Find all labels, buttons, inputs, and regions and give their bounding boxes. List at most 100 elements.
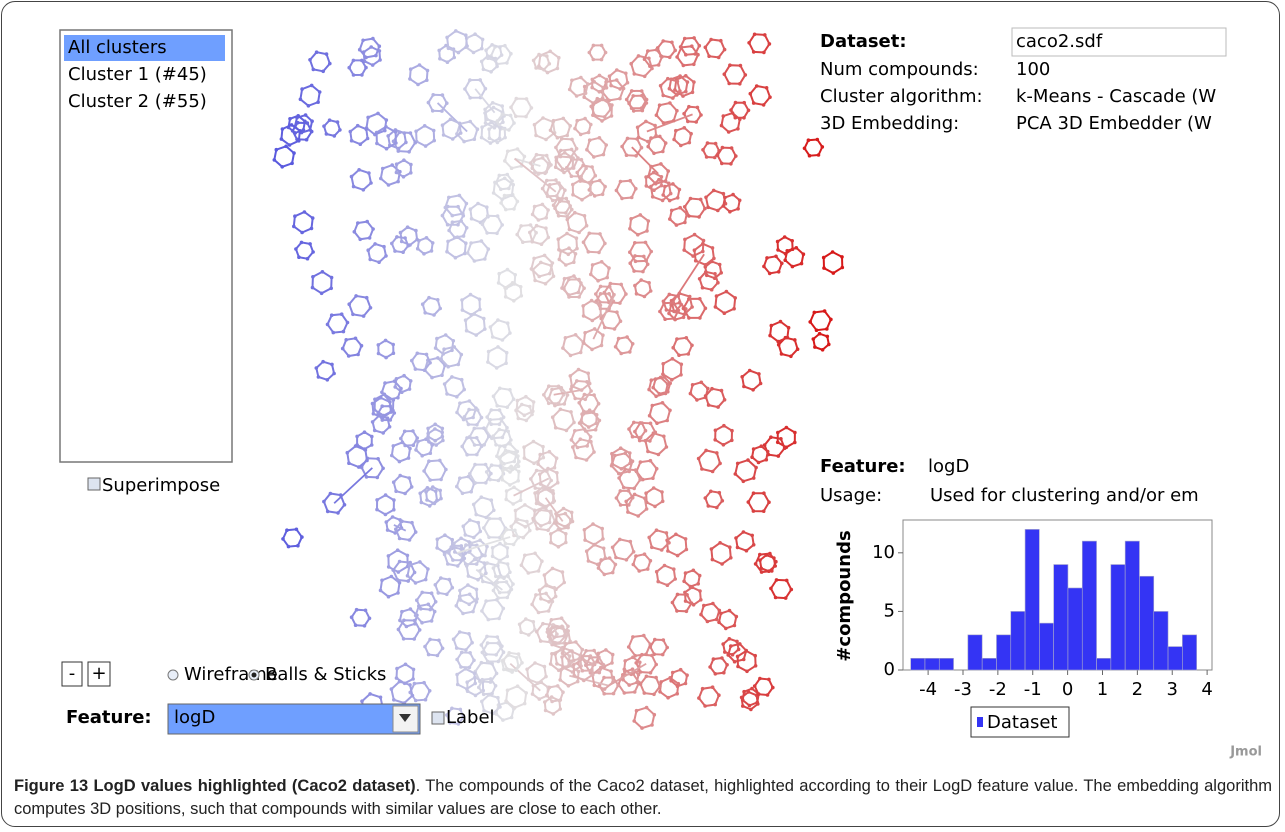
atom	[391, 342, 396, 347]
atom	[635, 125, 640, 130]
atom	[416, 82, 420, 87]
atom	[420, 590, 425, 595]
atom	[742, 384, 746, 389]
atom	[802, 146, 807, 151]
cluster-item[interactable]: Cluster 2 (#55)	[68, 91, 207, 112]
atom	[722, 311, 727, 316]
cluster-item[interactable]: Cluster 1 (#45)	[68, 64, 207, 85]
atom	[375, 498, 379, 502]
atom	[618, 319, 623, 324]
atom	[434, 443, 439, 447]
zoom-out-button[interactable]	[61, 661, 83, 687]
atom	[567, 659, 571, 663]
atom	[624, 499, 628, 504]
atom	[701, 148, 705, 152]
atom	[565, 231, 569, 236]
atom	[723, 650, 727, 654]
atom	[587, 50, 592, 55]
atom	[520, 661, 524, 665]
info-key: Dataset:	[820, 31, 907, 52]
atom	[652, 151, 656, 156]
atom	[530, 239, 535, 244]
atom	[634, 186, 638, 191]
atom	[708, 665, 712, 669]
atom	[435, 298, 440, 302]
feature-select[interactable]	[167, 703, 421, 735]
atom	[629, 106, 634, 110]
atom	[664, 308, 669, 312]
atom	[480, 125, 484, 129]
cluster-item[interactable]: All clusters	[68, 37, 167, 58]
checkbox[interactable]	[431, 711, 445, 725]
atom	[536, 500, 540, 504]
radio[interactable]	[167, 669, 179, 681]
atom	[575, 118, 579, 123]
atom	[767, 569, 771, 573]
atom	[713, 438, 717, 442]
atom	[446, 239, 450, 244]
atom	[469, 489, 474, 494]
atom	[683, 599, 688, 603]
atom	[644, 491, 648, 496]
atom	[459, 665, 463, 669]
atom	[620, 144, 624, 149]
atom	[514, 408, 519, 412]
atom	[649, 249, 653, 254]
ring	[463, 78, 487, 99]
atom	[505, 61, 509, 65]
atom	[514, 96, 519, 101]
info-value: PCA 3D Embedder (W	[1016, 113, 1212, 134]
atom	[375, 507, 379, 512]
atom	[713, 305, 718, 309]
atom	[659, 680, 663, 684]
atom	[542, 67, 546, 72]
cluster-list[interactable]	[59, 29, 233, 463]
atom	[628, 250, 632, 254]
atom	[549, 511, 553, 515]
atom	[487, 535, 491, 540]
atom	[647, 281, 651, 285]
atom	[398, 230, 403, 235]
atom	[592, 450, 596, 454]
atom	[440, 373, 444, 378]
atom	[293, 131, 298, 135]
atom	[692, 36, 696, 40]
atom	[408, 77, 412, 81]
atom	[364, 475, 369, 479]
atom	[414, 448, 418, 452]
ring	[714, 424, 734, 446]
atom	[551, 118, 556, 123]
atom	[722, 47, 727, 52]
atom	[446, 562, 450, 566]
atom	[405, 225, 410, 229]
atom	[784, 578, 789, 583]
atom	[738, 642, 742, 646]
checkbox[interactable]	[87, 477, 101, 491]
atom	[533, 661, 537, 665]
atom	[419, 500, 424, 505]
atom	[685, 673, 689, 677]
atom	[549, 540, 553, 545]
atom	[711, 601, 715, 606]
atom	[549, 478, 553, 483]
atom	[473, 32, 477, 36]
atom	[322, 499, 326, 504]
atom	[564, 540, 568, 545]
bar	[1096, 657, 1112, 671]
atom	[392, 379, 397, 384]
ring	[446, 29, 469, 54]
zoom-in-button[interactable]	[87, 661, 111, 687]
ring	[397, 619, 421, 641]
atom	[712, 256, 716, 261]
ring	[809, 310, 833, 332]
atom	[607, 266, 611, 270]
atom	[512, 207, 516, 211]
atom	[403, 662, 408, 667]
atom	[552, 521, 557, 525]
atom	[782, 235, 787, 239]
dataset-field[interactable]	[1011, 27, 1227, 57]
atom	[577, 657, 581, 661]
atom	[555, 632, 559, 636]
atom	[531, 58, 536, 63]
atom	[699, 612, 703, 617]
